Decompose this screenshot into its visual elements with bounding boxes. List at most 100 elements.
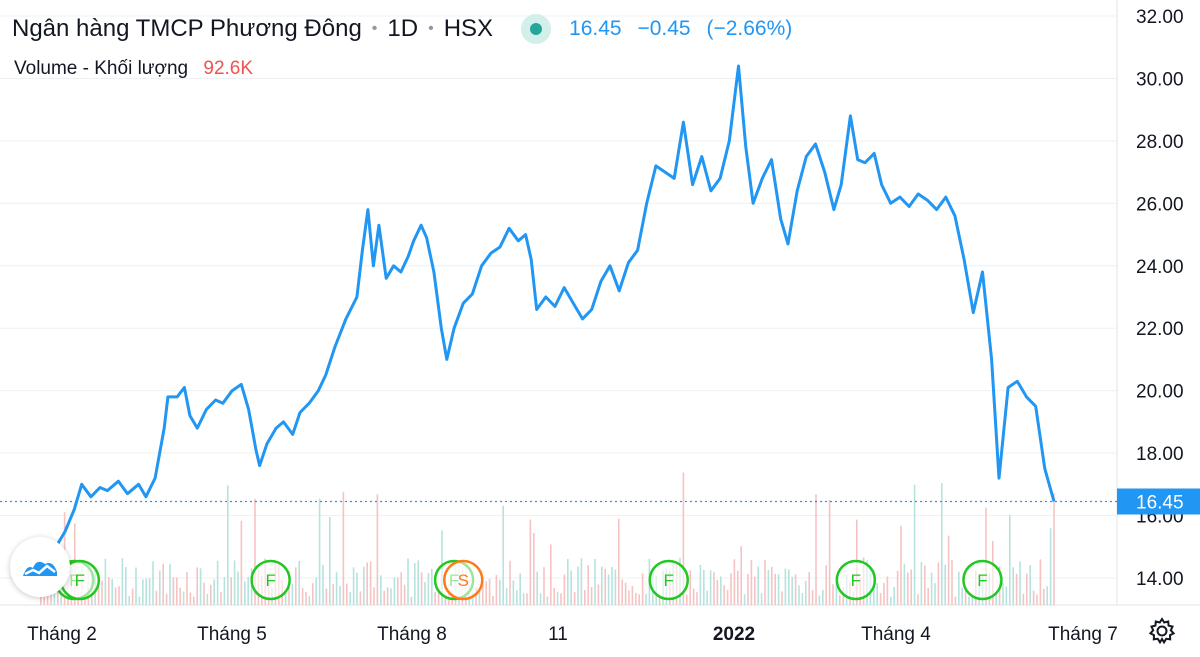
volume-bar [658,594,661,605]
volume-bar [584,589,586,605]
y-tick-label: 32.00 [1136,7,1184,28]
volume-bar [407,558,409,605]
gear-icon[interactable] [1148,617,1176,645]
exchange-label: HSX [443,15,494,42]
event-marker-circle [835,559,877,601]
volume-bar [1046,586,1048,605]
volume-bar [318,498,321,605]
volume-bar [801,593,804,605]
volume-bar [607,574,610,605]
volume-bar [233,560,236,605]
volume-bar [329,516,331,605]
volume-bar [760,593,763,605]
volume-bar [199,568,202,605]
quote-values: 16.45 −0.45 (−2.66%) [569,17,792,41]
volume-bar [716,579,719,605]
volume-bar [893,587,895,605]
volume-legend-label[interactable]: Volume - Khối lượng [14,58,189,79]
volume-bar [1012,567,1014,605]
volume-bar [444,593,447,605]
volume-bar [964,588,967,605]
volume-bar [393,577,396,605]
volume-bar [822,589,824,605]
volume-bar [645,593,647,605]
volume-bar [1019,561,1021,605]
event-marker[interactable]: F [962,559,1003,601]
volume-bar [699,564,702,605]
volume-bar [896,570,899,605]
volume-bar [50,585,52,605]
volume-bar [618,518,620,605]
volume-bar [135,567,137,605]
volume-bar [254,498,256,605]
volume-bar [437,586,440,605]
volume-bar [611,566,613,605]
event-marker[interactable]: F [648,559,689,601]
volume-bar [590,587,593,605]
tradingview-logo-icon[interactable] [10,537,70,597]
volume-bar [794,574,797,605]
y-axis-tick-labels: 32.00 30.00 28.00 26.00 24.00 22.00 20.00 18.00… [1136,7,1184,590]
volume-bar [533,532,535,605]
volume-bar [118,586,120,605]
symbol-name[interactable]: Ngân hàng TMCP Phương Đông [12,15,362,42]
volume-bar [570,570,572,605]
volume-bar [733,559,736,605]
volume-bar [121,558,124,605]
volume-bar [499,579,501,605]
volume-bar [1039,559,1042,605]
event-marker[interactable]: S [443,559,484,601]
separator-dot: • [428,20,434,37]
volume-bar [597,584,600,605]
volume-bar [777,574,780,605]
volume-bar [128,596,130,605]
volume-bar [227,485,229,605]
volume-bar [825,565,827,605]
volume-bar [295,567,297,605]
volume-bar [522,593,525,605]
volume-bar [339,585,341,605]
event-marker[interactable]: F [59,559,101,601]
volume-bar [941,483,943,605]
volume-bar [108,577,110,605]
market-status-icon[interactable] [521,14,552,44]
volume-bar [937,562,940,605]
volume-bar [913,484,916,605]
volume-bar [774,573,776,605]
volume-bar [927,587,929,605]
volume-bar [414,563,416,605]
volume-bar [954,596,957,605]
volume-bar [308,595,311,605]
volume-bar [216,560,219,605]
volume-bar [784,568,787,605]
event-marker-circle [443,559,484,601]
symbol-header: Ngân hàng TMCP Phương Đông • 1D • HSX 16… [12,14,792,44]
event-marker[interactable]: F [835,559,877,601]
event-marker-circle [648,559,689,601]
volume-bar [519,573,521,605]
volume-bar [101,580,103,605]
y-tick-label: 26.00 [1136,194,1184,215]
volume-bar [556,592,559,605]
volume-bar [944,564,946,605]
volume-bar [771,566,773,605]
volume-bar [563,574,566,605]
volume-bar [638,594,640,605]
x-axis-tick-labels: Tháng 2 Tháng 5 Tháng 8 11 2022 Tháng 4 Tháng … [27,624,1118,645]
volume-bar [169,563,171,605]
interval-label[interactable]: 1D [387,15,419,42]
volume-bar [1049,528,1052,605]
volume-bar [811,590,814,605]
event-marker[interactable]: F [250,559,291,601]
last-price: 16.45 [569,17,622,40]
volume-bar [580,558,583,605]
event-marker-label: F [977,571,987,590]
volume-bar [155,590,158,605]
volume-bar [798,585,800,605]
volume-bar [526,593,528,605]
volume-bar [420,572,423,605]
volume-bar [573,591,576,605]
volume-bar [1036,594,1038,605]
volume-bar [903,563,906,605]
